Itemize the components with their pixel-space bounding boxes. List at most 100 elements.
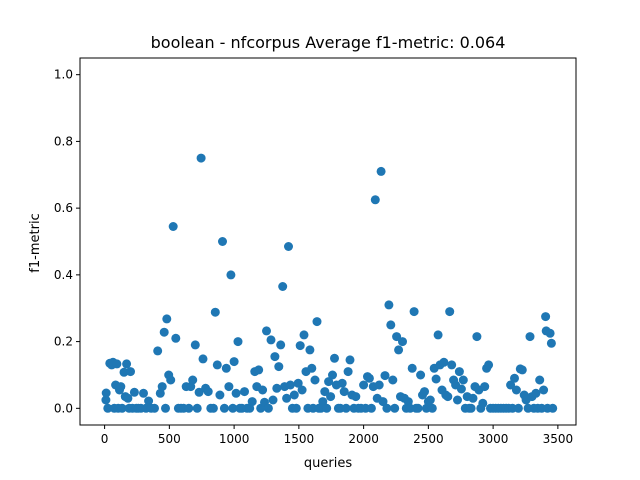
y-tick-label: 0.8 <box>54 134 73 148</box>
axes-frame <box>79 57 577 426</box>
data-point <box>285 380 295 390</box>
data-point <box>541 312 551 322</box>
data-point <box>380 371 390 381</box>
data-point <box>468 393 478 403</box>
data-point <box>240 387 249 397</box>
data-point <box>254 365 264 375</box>
data-point <box>339 387 349 397</box>
data-point <box>289 390 299 400</box>
y-tick-label: 0.2 <box>54 335 73 349</box>
data-point <box>351 392 361 402</box>
data-point <box>258 385 268 395</box>
data-point <box>268 395 278 405</box>
data-point <box>427 403 437 413</box>
data-point <box>247 397 257 407</box>
data-point <box>297 385 307 395</box>
y-axis-label: f1-metric <box>28 213 43 272</box>
data-point <box>212 360 222 370</box>
data-point <box>168 222 178 231</box>
data-point <box>226 270 236 280</box>
data-point <box>472 332 482 342</box>
data-point <box>116 382 126 392</box>
data-point <box>150 403 159 413</box>
data-point <box>203 387 213 397</box>
x-tick-label: 0 <box>101 432 109 446</box>
data-point <box>266 335 276 345</box>
data-point <box>374 380 384 390</box>
data-point <box>466 403 476 413</box>
data-point <box>409 307 419 317</box>
data-point <box>382 403 392 413</box>
x-tick-label: 1000 <box>219 432 250 446</box>
data-point <box>525 332 535 342</box>
data-point <box>366 403 376 413</box>
data-point <box>122 359 132 369</box>
data-point <box>112 359 122 369</box>
x-tick-label: 2500 <box>413 432 444 446</box>
data-point <box>101 395 111 405</box>
data-point <box>407 363 417 373</box>
data-point <box>161 403 170 413</box>
data-point <box>445 307 455 317</box>
data-point <box>307 363 317 373</box>
y-tick-label: 0.0 <box>54 401 73 415</box>
data-point <box>370 195 380 205</box>
data-point <box>318 397 328 407</box>
data-point <box>291 403 301 413</box>
data-point <box>218 237 227 246</box>
data-point <box>454 367 464 377</box>
data-point <box>293 378 303 388</box>
data-point <box>270 352 280 362</box>
x-tick-label: 500 <box>158 432 181 446</box>
data-point <box>433 330 443 340</box>
data-point <box>328 370 337 380</box>
data-point <box>198 354 208 364</box>
x-tick-label: 3500 <box>543 432 574 446</box>
data-point <box>162 314 172 324</box>
data-point <box>535 375 545 385</box>
data-point <box>276 340 286 350</box>
data-point <box>210 307 220 317</box>
data-point <box>443 392 453 402</box>
data-point <box>545 328 555 338</box>
points-layer <box>101 153 558 413</box>
data-point <box>484 360 494 370</box>
data-point <box>378 397 388 407</box>
y-tick-label: 1.0 <box>54 68 73 82</box>
x-axis-ticks: 0 500 1000 1500 2000 2500 3000 3500 <box>101 425 573 446</box>
data-point <box>394 345 404 355</box>
data-point <box>196 153 206 163</box>
data-point <box>531 388 541 398</box>
data-point <box>103 403 113 413</box>
data-point <box>330 353 339 363</box>
data-point <box>458 375 468 385</box>
data-point <box>157 382 167 392</box>
data-point <box>117 403 127 413</box>
chart-title: boolean - nfcorpus Average f1-metric: 0.… <box>151 33 506 52</box>
data-point <box>384 300 394 310</box>
data-point <box>272 383 282 393</box>
data-point <box>263 403 273 413</box>
data-point <box>119 367 129 377</box>
data-point <box>192 403 202 413</box>
data-point <box>343 367 353 377</box>
data-point <box>282 393 292 403</box>
data-point <box>546 338 556 348</box>
data-point <box>188 375 198 385</box>
data-point <box>510 373 519 383</box>
data-point <box>431 374 441 384</box>
data-point <box>284 242 293 251</box>
data-point <box>398 337 407 347</box>
data-point <box>139 388 148 398</box>
data-point <box>420 387 429 397</box>
data-point <box>392 332 402 342</box>
data-point <box>190 340 200 350</box>
data-point <box>299 330 309 340</box>
data-point <box>194 387 204 397</box>
data-point <box>359 380 369 390</box>
data-point <box>326 392 336 402</box>
data-point <box>511 385 521 395</box>
y-axis-ticks: 0.0 0.2 0.4 0.6 0.8 1.0 <box>54 68 80 415</box>
x-tick-label: 3000 <box>478 432 509 446</box>
